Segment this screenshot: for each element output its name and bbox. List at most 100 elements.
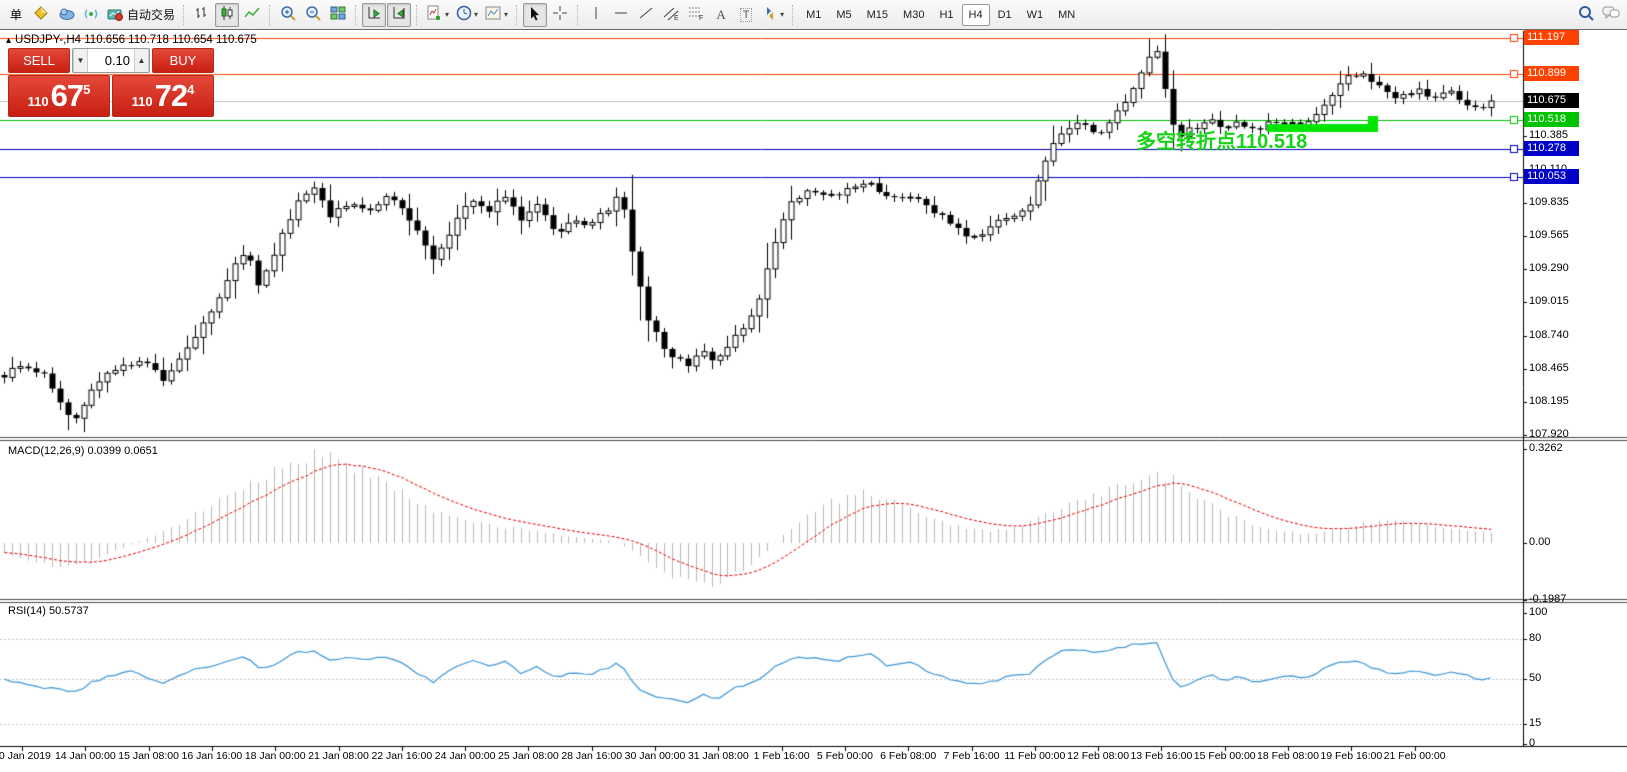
buy-price-prefix: 110 (131, 93, 153, 109)
horizontal-line-button[interactable] (609, 3, 633, 27)
time-axis-label: 31 Jan 08:00 (687, 750, 749, 762)
time-axis-label: 14 Jan 00:00 (54, 750, 116, 762)
svg-text:E: E (674, 15, 679, 21)
chart-title: ▴ USDJPY-,H4 110.656 110.718 110.654 110.… (6, 34, 257, 46)
volume-input[interactable] (88, 49, 134, 72)
chevron-down-icon: ▾ (474, 10, 479, 19)
fibonacci-button[interactable]: F (684, 3, 708, 27)
volume-increase-button[interactable]: ▲ (134, 49, 149, 72)
cursor-button[interactable] (523, 2, 548, 27)
zoom-out-icon (305, 5, 321, 24)
price-axis-tick: 109.015 (1529, 295, 1569, 308)
price-axis-tick: 107.920 (1529, 428, 1569, 441)
clock-icon (456, 5, 472, 24)
time-axis-label: 7 Feb 16:00 (943, 750, 1000, 762)
toolbar-separator (792, 4, 794, 25)
vertical-line-button[interactable] (584, 3, 608, 27)
line-chart-button[interactable] (240, 3, 264, 27)
community-button[interactable] (54, 3, 78, 27)
line-chart-icon (244, 5, 260, 24)
main-toolbar: 单 自动交易 ▾ ▾ ▾ E F A T ▾ M1 M5 M15 M30 H1 H4 D1 W… (0, 0, 1627, 30)
autotrading-button[interactable]: 自动交易 (104, 3, 178, 27)
price-axis-tick: 109.565 (1529, 228, 1569, 241)
chevron-down-icon: ▾ (445, 10, 450, 19)
indicators-button[interactable]: ▾ (423, 3, 452, 27)
bar-chart-button[interactable] (190, 3, 214, 27)
time-axis-label: 21 Feb 00:00 (1383, 750, 1446, 762)
trendline-icon (638, 5, 654, 24)
current-price-badge: 110.675 (1524, 93, 1579, 109)
signals-button[interactable] (79, 3, 103, 27)
fibonacci-icon: F (687, 5, 705, 24)
crosshair-icon (552, 5, 568, 24)
buy-button[interactable]: BUY (152, 48, 214, 73)
timeframe-mn-button[interactable]: MN (1051, 4, 1082, 26)
search-icon (1578, 5, 1594, 24)
buy-price[interactable]: 110 72 4 (112, 75, 214, 117)
label-button[interactable]: T (734, 3, 758, 27)
chart-shift-icon (391, 5, 407, 24)
one-click-controls: SELL ▼ ▲ BUY (8, 48, 214, 73)
rsi-axis-tick: 15 (1529, 717, 1542, 730)
timeframe-d1-button[interactable]: D1 (991, 4, 1019, 26)
chat-button[interactable] (1599, 3, 1623, 27)
time-axis-label: 5 Feb 00:00 (816, 750, 873, 762)
timeframe-m1-button[interactable]: M1 (799, 4, 828, 26)
price-axis-tick: 109.290 (1529, 262, 1569, 275)
collapse-panel-icon[interactable]: ▴ (6, 35, 12, 46)
trendline-button[interactable] (634, 3, 658, 27)
channel-button[interactable]: E (659, 3, 683, 27)
time-axis-label: 15 Feb 00:00 (1193, 750, 1256, 762)
periods-button[interactable]: ▾ (453, 3, 481, 27)
templates-button[interactable]: ▾ (482, 3, 511, 27)
toolbar-separator (183, 4, 185, 25)
price-axis-tick: 108.740 (1529, 328, 1569, 341)
one-click-prices: 110 67 5 110 72 4 (8, 75, 214, 117)
timeframe-h4-button[interactable]: H4 (961, 3, 990, 26)
text-button[interactable]: A (709, 3, 733, 27)
arrows-button[interactable]: ▾ (759, 3, 787, 27)
timeframe-m5-button[interactable]: M5 (829, 4, 858, 26)
sell-button[interactable]: SELL (8, 48, 70, 73)
time-axis-label: 30 Jan 00:00 (624, 750, 686, 762)
time-axis-label: 21 Jan 08:00 (308, 750, 369, 762)
search-button[interactable] (1574, 3, 1598, 27)
rsi-indicator-label: RSI(14) 50.5737 (8, 605, 89, 617)
template-icon (485, 6, 502, 24)
auto-scroll-icon (366, 5, 382, 24)
new-order-button[interactable]: 单 (4, 3, 28, 27)
sell-price[interactable]: 110 67 5 (8, 75, 110, 117)
chevron-down-icon: ▾ (780, 10, 785, 19)
horizontal-line-icon (613, 7, 629, 22)
chart-annotation-text: 多空转折点110.518 (1136, 131, 1308, 153)
sell-price-sup: 5 (83, 81, 91, 97)
buy-price-sup: 4 (187, 81, 195, 97)
vertical-line-icon (590, 5, 602, 24)
metaeditor-icon (33, 5, 49, 24)
crosshair-button[interactable] (548, 3, 572, 27)
metaeditor-button[interactable] (29, 3, 53, 27)
timeframe-m30-button[interactable]: M30 (896, 4, 931, 26)
time-axis-label: 18 Feb 08:00 (1257, 750, 1319, 762)
volume-decrease-button[interactable]: ▼ (73, 49, 88, 72)
timeframe-m15-button[interactable]: M15 (860, 4, 895, 26)
time-axis-label: 16 Jan 16:00 (181, 750, 243, 762)
timeframe-h1-button[interactable]: H1 (932, 4, 960, 26)
price-line-badge: 110.518 (1524, 112, 1579, 128)
sell-price-prefix: 110 (27, 93, 49, 109)
text-icon: A (716, 6, 726, 22)
buy-price-big: 72 (154, 78, 188, 113)
tile-windows-icon (330, 5, 346, 24)
zoom-out-button[interactable] (301, 3, 325, 27)
price-axis-tick: 109.835 (1529, 196, 1569, 208)
time-axis-label: 19 Feb 16:00 (1320, 750, 1383, 762)
candlestick-chart-button[interactable] (215, 2, 240, 27)
chart-shift-button[interactable] (387, 2, 412, 27)
sell-price-big: 67 (50, 78, 84, 113)
rsi-axis-tick: 50 (1529, 671, 1542, 684)
auto-scroll-button[interactable] (362, 2, 387, 27)
tile-windows-button[interactable] (326, 3, 350, 27)
zoom-in-button[interactable] (276, 3, 300, 27)
timeframe-w1-button[interactable]: W1 (1020, 4, 1051, 26)
